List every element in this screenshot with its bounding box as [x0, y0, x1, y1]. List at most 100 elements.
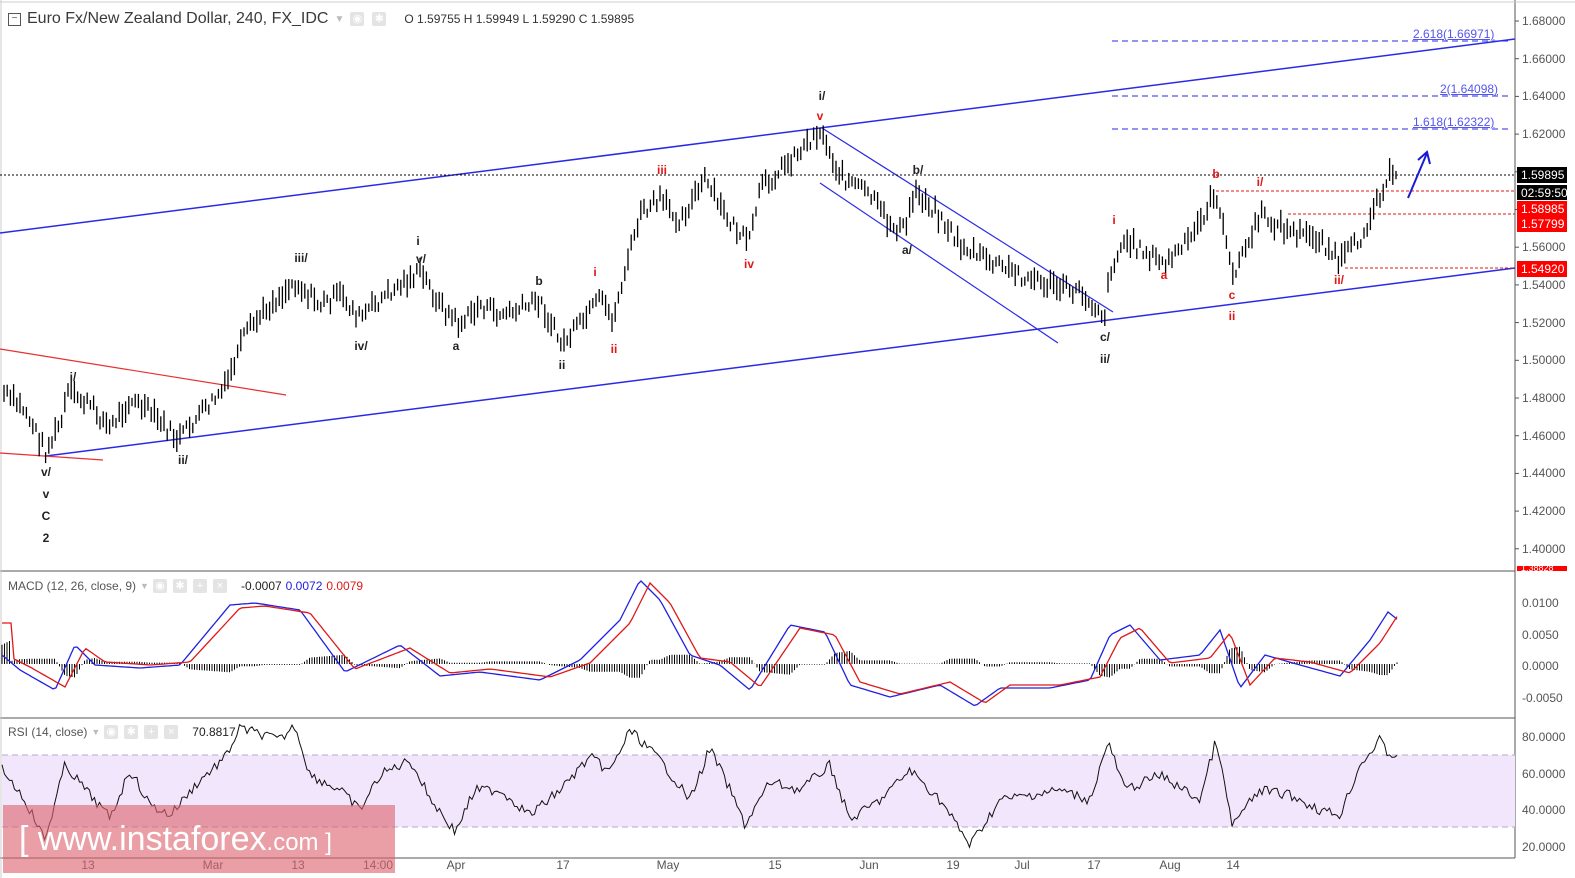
countdown-tag: 02:59:50	[1517, 184, 1568, 200]
wave-label: v/	[40, 465, 52, 479]
wave-label: c/	[1099, 330, 1111, 344]
macd-header: MACD (12, 26, close, 9) ▼ ◉ ✱ + × -0.0007 0…	[8, 579, 363, 593]
wave-label: i/	[69, 370, 77, 384]
close-icon[interactable]: ×	[164, 725, 179, 739]
rsi-tick-label: 20.0000	[1522, 840, 1566, 855]
wave-label: v	[816, 109, 824, 123]
gear-icon[interactable]: ✱	[124, 725, 139, 739]
rsi-header: RSI (14, close) ▼ ◉ ✱ + × 70.8817	[8, 725, 236, 739]
wave-label: a	[452, 339, 460, 353]
macd-label[interactable]: MACD (12, 26, close, 9)	[8, 579, 137, 593]
price-tick-label: 1.46000	[1522, 428, 1566, 443]
price-tick-label: 1.66000	[1522, 51, 1566, 66]
time-tick-label: 17	[1087, 858, 1101, 872]
ohlc-values: O 1.59755 H 1.59949 L 1.59290 C 1.59895	[404, 12, 635, 26]
price-tick-label: 1.68000	[1522, 14, 1566, 28]
symbol-title[interactable]: Euro Fx/New Zealand Dollar, 240, FX_IDC	[27, 10, 329, 27]
chevron-down-icon[interactable]: ▼	[91, 727, 101, 737]
wave-label: ii/	[177, 453, 189, 467]
wave-label: i	[593, 265, 597, 279]
wave-label: ii/	[1333, 273, 1345, 287]
wave-label: a	[1160, 268, 1168, 282]
macd-tick-label: 0.0000	[1522, 659, 1559, 673]
watermark: [ www.instaforex.com ]	[3, 805, 395, 873]
time-tick-label: 19	[946, 858, 960, 872]
chevron-down-icon[interactable]: ▼	[334, 13, 345, 25]
wave-label: iv/	[354, 339, 368, 353]
fib-label: 2.618(1.66971)	[1413, 27, 1495, 41]
wave-label: b/	[912, 163, 924, 177]
wave-label: v/	[415, 252, 427, 266]
level-tag: 1.54920	[1517, 261, 1567, 277]
wave-label: i	[416, 234, 420, 248]
macd-tick-label: -0.0050	[1522, 690, 1563, 705]
wave-label: b	[535, 274, 543, 288]
wave-label: a/	[901, 243, 913, 257]
wave-label: iv	[743, 257, 755, 271]
eye-icon[interactable]: ◉	[350, 12, 365, 26]
wave-label: v	[42, 487, 50, 501]
rsi-tick-label: 80.0000	[1522, 730, 1566, 744]
time-tick-label: 15	[768, 858, 782, 872]
collapse-icon[interactable]: −	[8, 12, 21, 26]
wave-label: ii	[610, 342, 618, 356]
channel-lines	[0, 38, 1516, 461]
chevron-down-icon[interactable]: ▼	[140, 581, 149, 591]
time-tick-label: Jul	[1014, 858, 1030, 872]
wave-label: i/	[818, 89, 826, 103]
wave-label: b	[1212, 167, 1220, 181]
plus-icon[interactable]: +	[144, 725, 159, 739]
time-tick-label: 14	[1226, 858, 1240, 872]
price-tick-label: 1.64000	[1522, 89, 1566, 104]
time-tick-label: Apr	[446, 858, 466, 872]
current-price-tag: 1.59895	[1517, 167, 1567, 183]
wave-label: i	[1112, 213, 1116, 227]
plus-icon[interactable]: +	[192, 579, 207, 593]
price-tick-label: 1.40000	[1522, 541, 1566, 556]
watermark-text: [ www.instaforex	[19, 820, 267, 858]
time-tick-label: 17	[556, 858, 570, 872]
wave-label: ii/	[1099, 352, 1111, 366]
price-tick-label: 1.42000	[1522, 504, 1566, 519]
eye-icon[interactable]: ◉	[152, 579, 167, 593]
price-tick-label: 1.44000	[1522, 466, 1566, 481]
macd-tick-label: 0.0050	[1522, 627, 1559, 642]
price-tick-label: 1.50000	[1522, 353, 1566, 368]
wave-label: iii	[656, 163, 668, 177]
rsi-tick-label: 40.0000	[1522, 803, 1566, 818]
wave-label: iii/	[294, 251, 308, 265]
rsi-value: 70.8817	[192, 725, 236, 739]
macd-value: 0.0072	[285, 579, 323, 593]
level-tag: 1.58985	[1517, 201, 1567, 217]
watermark-suffix: .com ]	[266, 829, 332, 856]
macd-tick-label: 0.0100	[1522, 596, 1559, 610]
price-tick-label: 1.54000	[1522, 277, 1566, 292]
bottom-tag: 1.38828	[1517, 566, 1567, 571]
up-arrow-icon	[1407, 150, 1431, 199]
price-tick-label: 1.48000	[1522, 391, 1566, 405]
wave-label: ii	[1228, 309, 1236, 323]
price-tick-label: 1.62000	[1522, 127, 1566, 142]
signal-value: 0.0079	[326, 579, 364, 593]
time-tick-label: Aug	[1159, 858, 1181, 872]
rsi-label[interactable]: RSI (14, close)	[8, 725, 88, 739]
rsi-tick-label: 60.0000	[1522, 766, 1566, 781]
eye-icon[interactable]: ◉	[104, 725, 119, 739]
wave-label: i/	[1256, 175, 1264, 189]
fib-label: 1.618(1.62322)	[1413, 115, 1495, 129]
wave-label: c	[1228, 288, 1236, 302]
gear-icon[interactable]: ✱	[172, 579, 187, 593]
price-tick-label: 1.52000	[1522, 315, 1566, 330]
gear-icon[interactable]: ✱	[372, 12, 387, 26]
fib-label: 2(1.64098)	[1440, 82, 1499, 96]
wave-label: 2	[42, 531, 50, 545]
wave-label: ii	[558, 358, 566, 372]
time-tick-label: May	[656, 858, 680, 872]
level-tag: 1.57799	[1517, 216, 1567, 232]
time-tick-label: Jun	[859, 858, 879, 872]
chart-header: − Euro Fx/New Zealand Dollar, 240, FX_ID…	[8, 10, 634, 28]
price-tick-label: 1.56000	[1522, 240, 1566, 255]
close-icon[interactable]: ×	[212, 579, 227, 593]
macd-hist-value: -0.0007	[240, 579, 282, 593]
wave-label: C	[41, 509, 51, 523]
